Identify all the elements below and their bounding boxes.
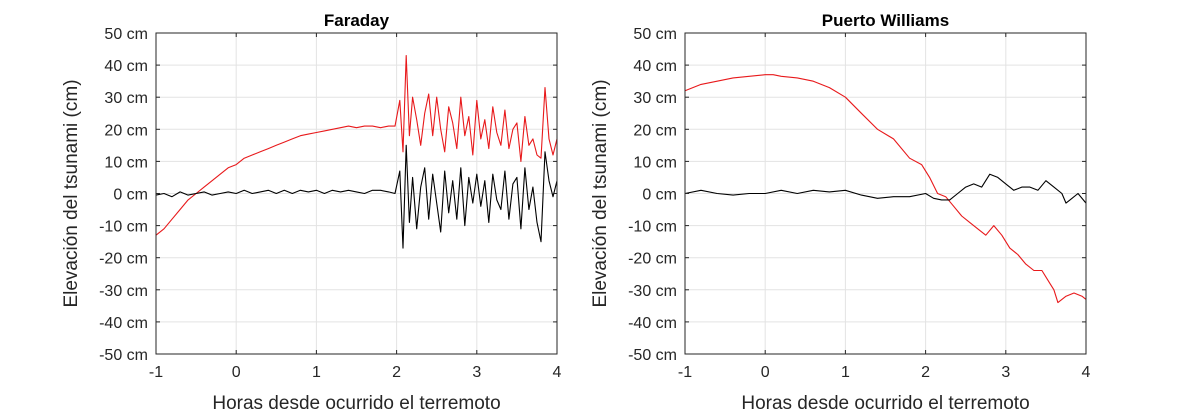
y-tick-label: -40 cm	[99, 315, 148, 332]
x-tick-label: -1	[678, 364, 692, 381]
x-tick-label: 3	[1001, 364, 1010, 381]
y-tick-label: 50 cm	[633, 26, 677, 43]
y-tick-label: 40 cm	[633, 58, 677, 75]
x-tick-label: 3	[472, 364, 481, 381]
black-series-line	[155, 144, 558, 249]
chart-title: Faraday	[324, 11, 390, 30]
x-tick-label: 2	[921, 364, 930, 381]
red-series-line	[684, 74, 1087, 304]
grid-lines	[684, 32, 1087, 355]
tick-group: -1 0 1 2 3 4 -50 cm -40 cm -30 cm -20 cm -10 cm 0 c…	[99, 26, 561, 381]
series-group	[684, 74, 1087, 304]
y-tick-label: 30 cm	[633, 90, 677, 107]
y-tick-label: -30 cm	[99, 283, 148, 300]
y-tick-label: -20 cm	[628, 251, 677, 268]
chart-title: Puerto Williams	[822, 11, 949, 30]
y-tick-label: -50 cm	[99, 347, 148, 364]
x-tick-label: 4	[1082, 364, 1091, 381]
y-tick-label: 10 cm	[633, 154, 677, 171]
x-tick-label: 0	[761, 364, 770, 381]
black-series-line	[684, 173, 1087, 204]
y-tick-label: -50 cm	[628, 347, 677, 364]
tick-group: -1 0 1 2 3 4 -50 cm -40 cm -30 cm -20 cm -10 cm 0 c…	[628, 26, 1090, 381]
y-axis-label: Elevación del tsunami (cm)	[61, 79, 82, 307]
y-axis-label: Elevación del tsunami (cm)	[590, 79, 611, 307]
y-tick-label: -30 cm	[628, 283, 677, 300]
y-tick-label: -40 cm	[628, 315, 677, 332]
x-tick-label: 0	[232, 364, 241, 381]
red-series-line	[155, 54, 558, 236]
faraday-panel: Faraday Horas desde ocurrido el terremot…	[61, 11, 562, 414]
y-tick-label: 20 cm	[104, 122, 148, 139]
puerto-williams-panel: Puerto Williams Horas desde ocurrido el …	[590, 11, 1091, 414]
x-tick-label: 1	[841, 364, 850, 381]
y-tick-label: 0 cm	[642, 187, 677, 204]
y-tick-label: 40 cm	[104, 58, 148, 75]
x-tick-label: 1	[312, 364, 321, 381]
y-tick-label: 50 cm	[104, 26, 148, 43]
y-tick-label: 0 cm	[113, 187, 148, 204]
x-tick-label: -1	[149, 364, 163, 381]
y-tick-label: 10 cm	[104, 154, 148, 171]
series-group	[155, 54, 558, 249]
y-tick-label: 20 cm	[633, 122, 677, 139]
y-tick-label: -10 cm	[99, 219, 148, 236]
x-tick-label: 2	[392, 364, 401, 381]
x-tick-label: 4	[553, 364, 562, 381]
x-axis-label: Horas desde ocurrido el terremoto	[212, 393, 500, 414]
x-axis-label: Horas desde ocurrido el terremoto	[741, 393, 1029, 414]
y-tick-label: -10 cm	[628, 219, 677, 236]
grid-lines	[155, 32, 558, 355]
y-tick-label: 30 cm	[104, 90, 148, 107]
y-tick-label: -20 cm	[99, 251, 148, 268]
